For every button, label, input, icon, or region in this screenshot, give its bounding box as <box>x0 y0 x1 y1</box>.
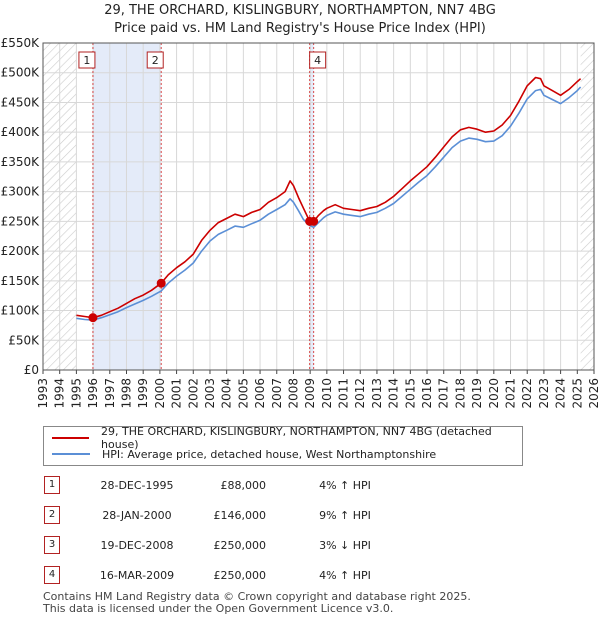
legend-item-property: 29, THE ORCHARD, KISLINGBURY, NORTHAMPTO… <box>52 425 522 451</box>
sale-row: 1 28-DEC-1995 £88,000 4% ↑ HPI <box>0 476 600 496</box>
x-tick-label: 2005 <box>236 378 250 409</box>
sale-date: 19-DEC-2008 <box>100 539 174 552</box>
x-tick-label: 2022 <box>520 378 534 409</box>
x-tick-label: 2003 <box>203 378 217 409</box>
y-tick-label: £550K <box>1 36 41 50</box>
y-tick-label: £250K <box>1 214 41 228</box>
x-tick-label: 1997 <box>103 378 117 409</box>
sale-row: 3 19-DEC-2008 £250,000 3% ↓ HPI <box>0 536 600 556</box>
x-tick-label: 2001 <box>170 378 184 409</box>
x-tick-label: 2014 <box>387 378 401 409</box>
x-tick-label: 2012 <box>353 378 367 409</box>
sale-hpi-change: 4% ↑ HPI <box>319 479 371 492</box>
sale-number-badge: 4 <box>44 566 60 584</box>
sale-price: £88,000 <box>220 479 267 492</box>
x-tick-label: 2016 <box>420 378 434 409</box>
x-tick-label: 1996 <box>86 378 100 409</box>
sale-hpi-change: 9% ↑ HPI <box>319 509 371 522</box>
x-tick-label: 1993 <box>36 378 50 409</box>
sale-hpi-change: 3% ↓ HPI <box>319 539 371 552</box>
price-chart: 1 2 4 £0 £50K £100K £150K £200K £250K £300K £350K… <box>1 36 600 409</box>
x-tick-label: 2019 <box>470 378 484 409</box>
sale-price: £250,000 <box>213 539 267 552</box>
y-tick-label: £500K <box>1 66 41 80</box>
x-tick-label: 1998 <box>119 378 133 409</box>
legend-item-hpi: HPI: Average price, detached house, West… <box>52 446 436 462</box>
x-tick-label: 2002 <box>186 378 200 409</box>
sale-number-badge: 1 <box>44 476 60 494</box>
shaded-period <box>92 43 162 370</box>
x-tick-label: 2009 <box>303 378 317 409</box>
x-tick-label: 1999 <box>136 378 150 409</box>
sale-point <box>309 216 319 226</box>
x-tick-label: 2020 <box>487 378 501 409</box>
sale-row: 4 16-MAR-2009 £250,000 4% ↑ HPI <box>0 566 600 586</box>
x-tick-label: 1995 <box>69 378 83 409</box>
x-tick-label: 2024 <box>554 378 568 409</box>
sale-price: £146,000 <box>213 509 267 522</box>
x-tick-label: 1994 <box>53 378 67 409</box>
x-tick-label: 2021 <box>504 378 518 409</box>
y-tick-label: £200K <box>1 244 41 258</box>
hatched-region <box>580 43 594 370</box>
x-tick-label: 2025 <box>570 378 584 409</box>
legend-label-hpi: HPI: Average price, detached house, West… <box>102 447 437 461</box>
sale-point <box>88 313 98 323</box>
y-tick-label: £0 <box>24 363 39 377</box>
sale-row: 2 28-JAN-2000 £146,000 9% ↑ HPI <box>0 506 600 526</box>
x-tick-label: 2008 <box>286 378 300 409</box>
property-price-line <box>76 76 582 319</box>
chart-title-line2: Price paid vs. HM Land Registry's House … <box>114 21 486 36</box>
sale-date: 16-MAR-2009 <box>99 569 175 582</box>
hpi-line <box>76 86 582 321</box>
y-tick-label: £50K <box>8 333 40 347</box>
sale-price: £250,000 <box>213 569 267 582</box>
sale-marker-label: 4 <box>314 54 321 67</box>
x-tick-label: 2000 <box>153 378 167 409</box>
plot-frame <box>42 42 595 371</box>
sale-marker-label: 1 <box>83 54 90 67</box>
x-tick-label: 2018 <box>453 378 467 409</box>
y-tick-label: £100K <box>1 304 41 318</box>
y-tick-label: £350K <box>1 155 41 169</box>
sale-date: 28-DEC-1995 <box>100 479 174 492</box>
x-tick-label: 2013 <box>370 378 384 409</box>
x-tick-label: 2007 <box>270 378 284 409</box>
legend-swatch-hpi <box>52 453 90 455</box>
chart-title-line1: 29, THE ORCHARD, KISLINGBURY, NORTHAMPTO… <box>104 3 496 18</box>
sale-marker-label: 2 <box>152 54 159 67</box>
legend-swatch-property <box>52 437 90 439</box>
x-tick-label: 2004 <box>220 378 234 409</box>
x-tick-label: 2026 <box>587 378 600 409</box>
footer-licence: This data is licensed under the Open Gov… <box>43 602 394 615</box>
chart-legend: 29, THE ORCHARD, KISLINGBURY, NORTHAMPTO… <box>43 425 523 466</box>
sale-marker-box <box>309 51 327 69</box>
sale-point <box>156 278 166 288</box>
y-tick-label: £150K <box>1 274 41 288</box>
x-tick-label: 2015 <box>403 378 417 409</box>
sale-date: 28-JAN-2000 <box>102 509 172 522</box>
sale-marker-box <box>146 51 164 69</box>
x-tick-label: 2011 <box>337 378 351 409</box>
footer-copyright: Contains HM Land Registry data © Crown c… <box>43 590 471 603</box>
legend-label-property: 29, THE ORCHARD, KISLINGBURY, NORTHAMPTO… <box>101 425 492 451</box>
sale-marker-box <box>78 51 96 69</box>
sale-number-badge: 2 <box>44 506 60 524</box>
shaded-period <box>309 43 314 370</box>
y-tick-label: £300K <box>1 185 41 199</box>
y-tick-label: £400K <box>1 125 41 139</box>
y-tick-label: £450K <box>1 95 41 109</box>
x-tick-label: 2023 <box>537 378 551 409</box>
x-tick-label: 2010 <box>320 378 334 409</box>
x-tick-label: 2006 <box>253 378 267 409</box>
sale-number-badge: 3 <box>44 536 60 554</box>
x-tick-label: 2017 <box>437 378 451 409</box>
sale-hpi-change: 4% ↑ HPI <box>319 569 371 582</box>
